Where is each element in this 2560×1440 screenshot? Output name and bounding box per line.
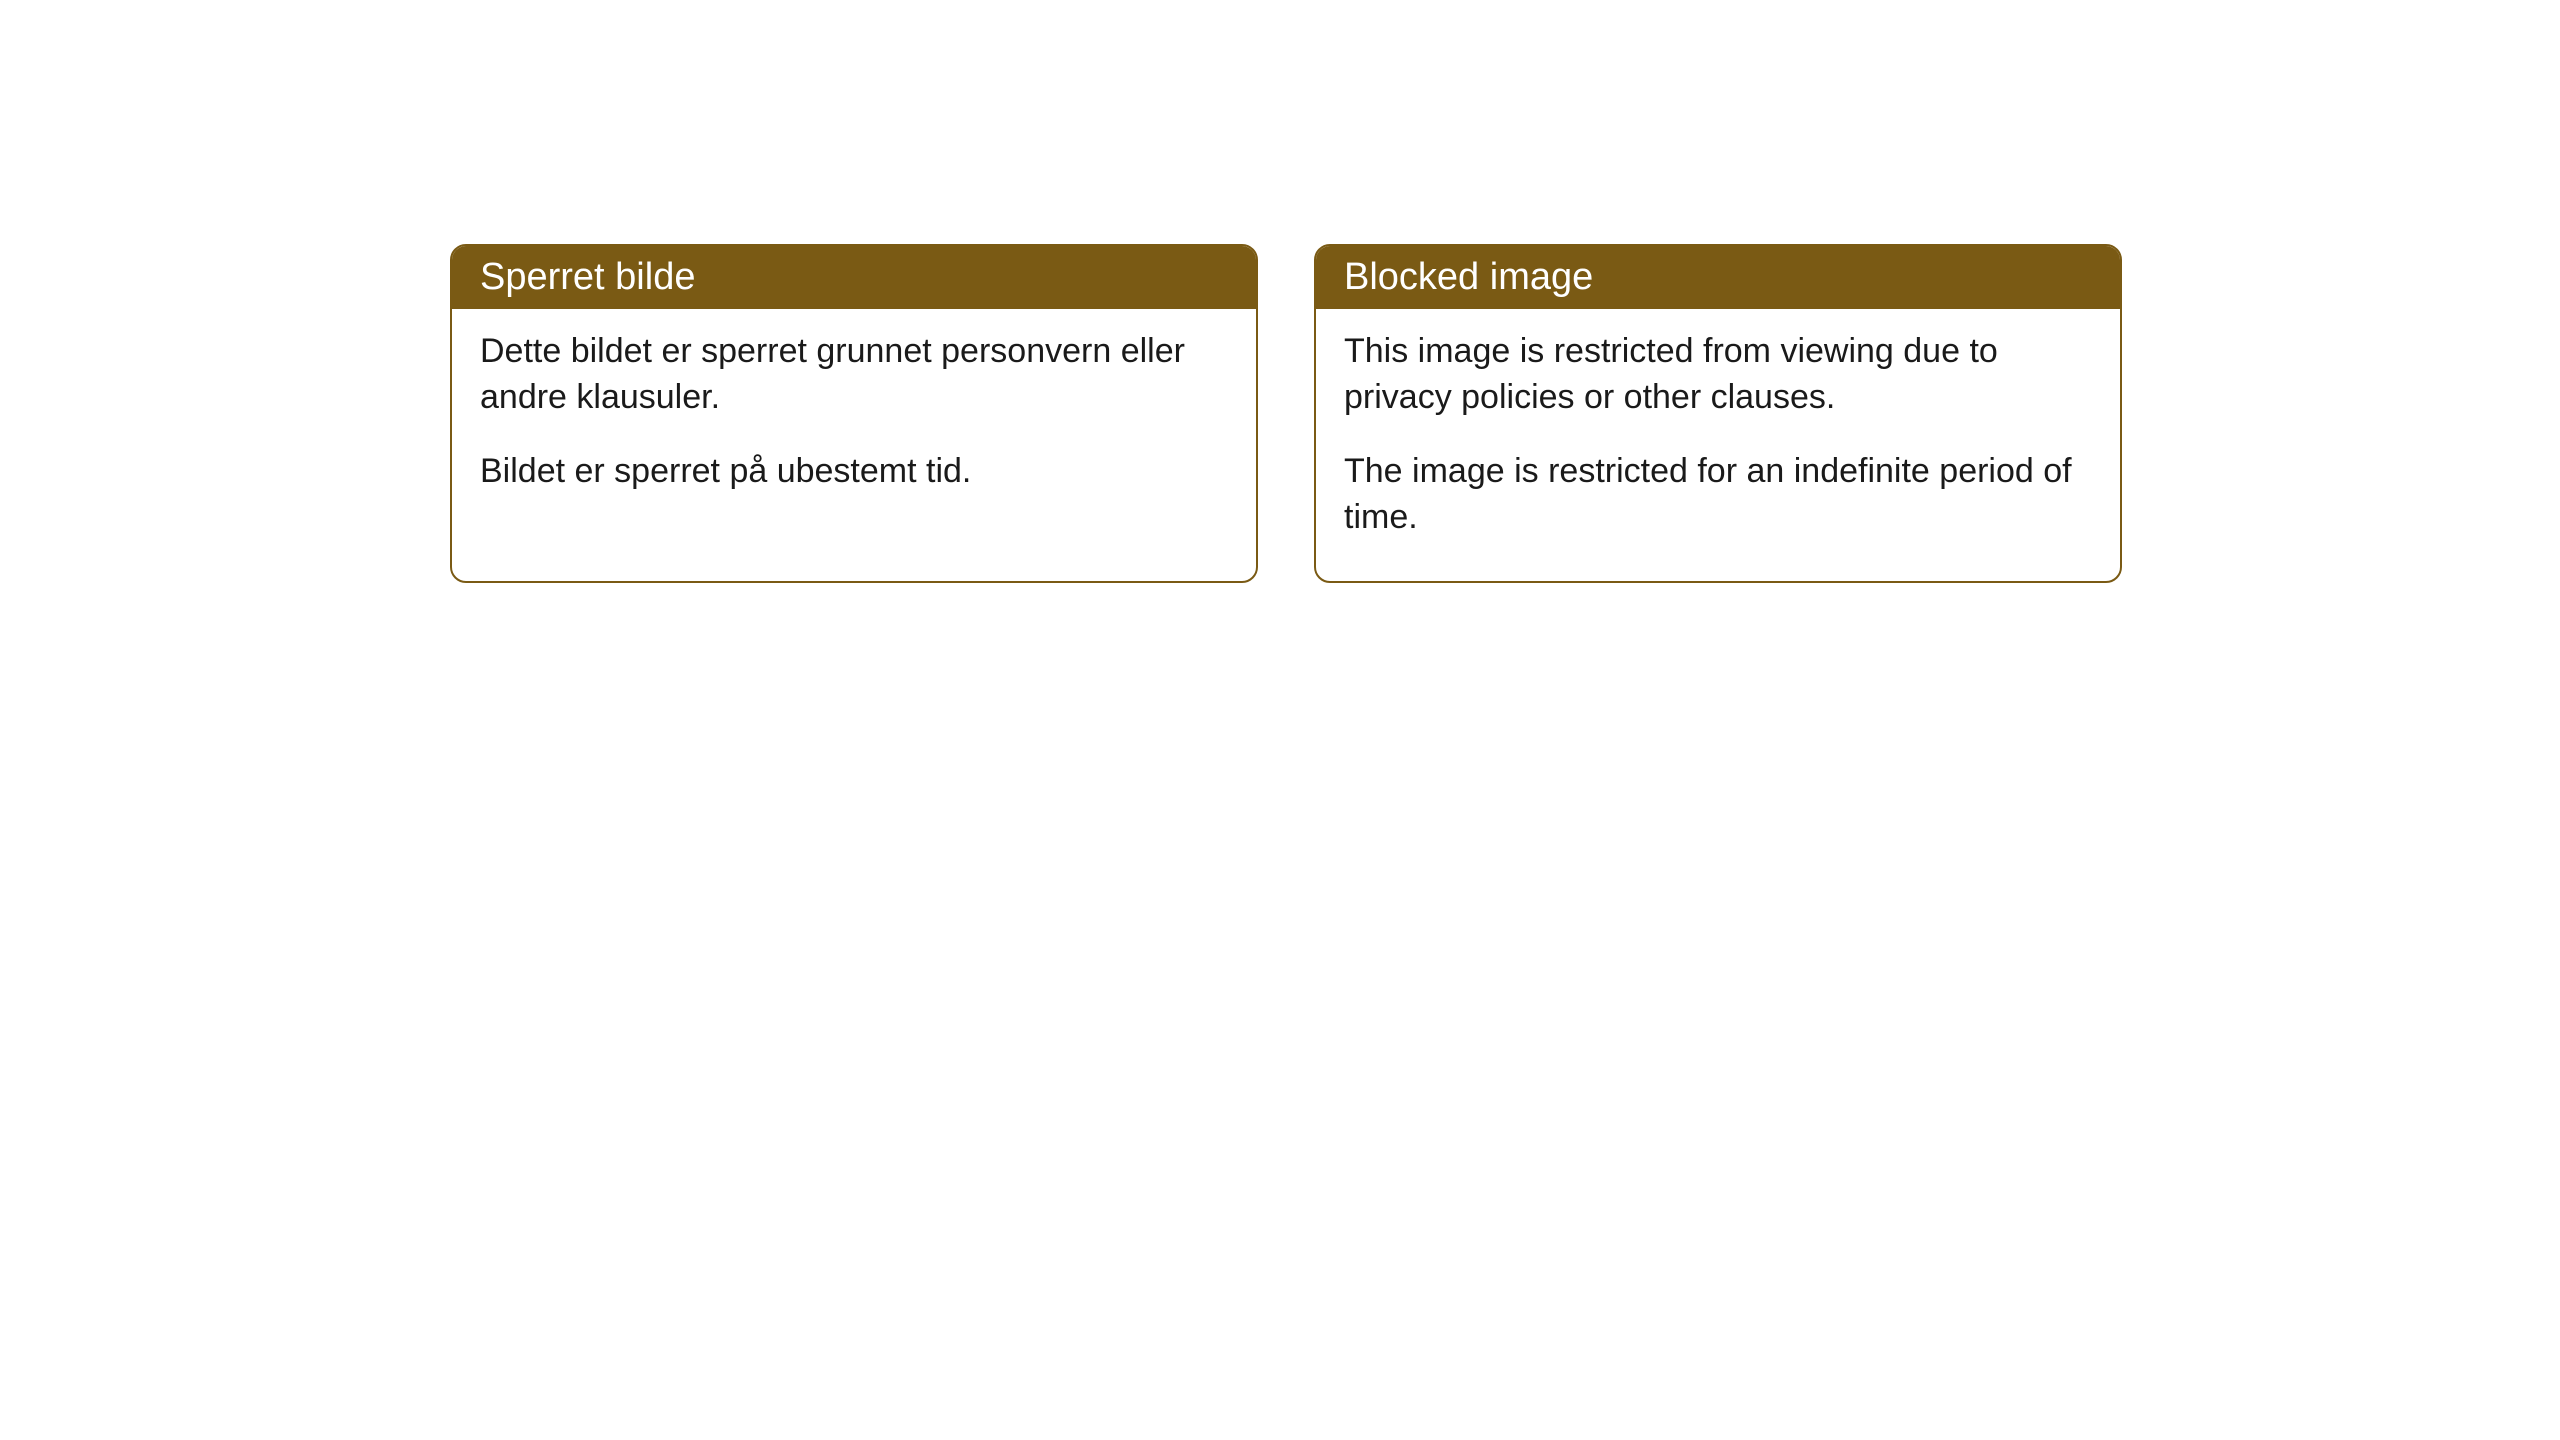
- notice-card-english: Blocked image This image is restricted f…: [1314, 244, 2122, 583]
- notice-title: Blocked image: [1344, 256, 1593, 298]
- notice-body: This image is restricted from viewing du…: [1316, 309, 2120, 581]
- notice-paragraph: Dette bildet er sperret grunnet personve…: [480, 329, 1228, 421]
- notice-title: Sperret bilde: [480, 256, 695, 298]
- notice-container: Sperret bilde Dette bildet er sperret gr…: [450, 244, 2122, 583]
- notice-header: Blocked image: [1316, 246, 2120, 309]
- notice-header: Sperret bilde: [452, 246, 1256, 309]
- notice-paragraph: This image is restricted from viewing du…: [1344, 329, 2092, 421]
- notice-body: Dette bildet er sperret grunnet personve…: [452, 309, 1256, 535]
- notice-paragraph: Bildet er sperret på ubestemt tid.: [480, 449, 1228, 495]
- notice-card-norwegian: Sperret bilde Dette bildet er sperret gr…: [450, 244, 1258, 583]
- notice-paragraph: The image is restricted for an indefinit…: [1344, 449, 2092, 541]
